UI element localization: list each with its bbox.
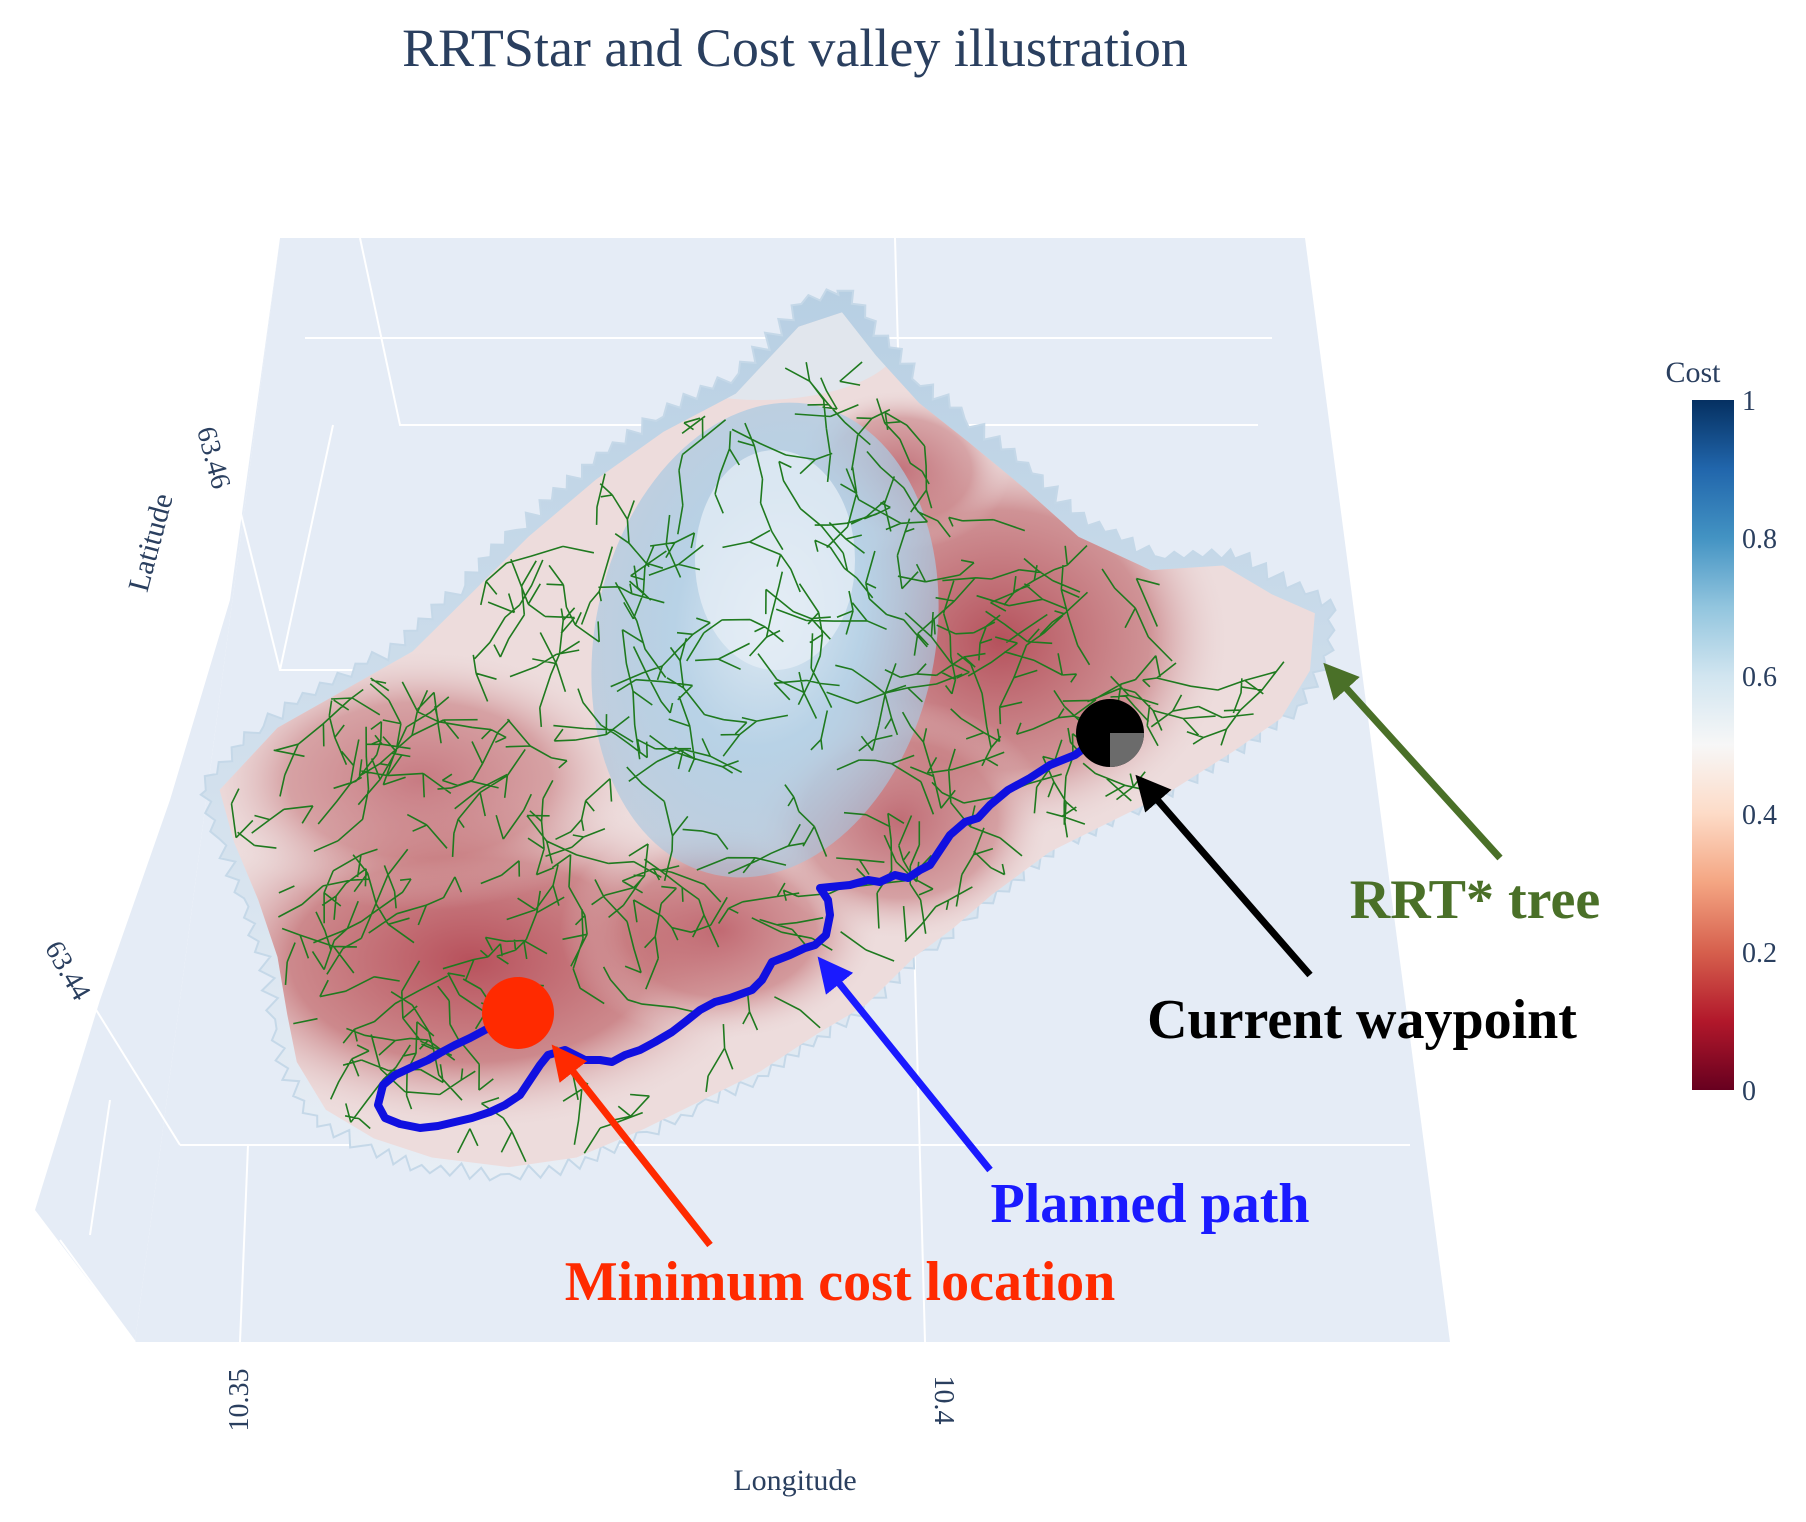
colorbar-tick-label: 0 xyxy=(1742,1076,1756,1107)
y-tick-63.44: 63.44 xyxy=(38,936,96,1006)
colorbar-tick-label: 0.2 xyxy=(1742,938,1777,969)
gridline-left-4 xyxy=(89,1099,111,1236)
x-tick-10.35: 10.35 xyxy=(224,1369,255,1432)
colorbar-tick-label: 0.6 xyxy=(1742,662,1777,693)
rrt-star-tree xyxy=(230,361,1285,1163)
rrt-tree-branches xyxy=(230,361,1285,1163)
x-axis-title: Longitude xyxy=(733,1464,856,1497)
min-cost-marker xyxy=(482,977,554,1049)
gridline-back-1 xyxy=(359,237,1258,426)
min-cost-arrow xyxy=(551,1044,713,1248)
y-axis-title: Latitude xyxy=(122,490,180,595)
central-hill-core xyxy=(695,450,855,670)
colorbar-gradient xyxy=(1692,400,1734,1090)
colorbar-ticks: 1 0.8 0.6 0.4 0.2 0 xyxy=(1742,386,1777,1107)
current-waypoint-arrow xyxy=(1135,774,1313,978)
gridline-left-2 xyxy=(89,999,181,1146)
gridline-lon-10.35 xyxy=(239,1144,249,1343)
annotation-rrt-tree: RRT* tree xyxy=(1350,869,1600,931)
annotation-planned-path: Planned path xyxy=(991,1173,1310,1235)
y-tick-63.46: 63.46 xyxy=(190,423,236,492)
annotation-min-cost: Minimum cost location xyxy=(565,1251,1116,1313)
current-waypoint-marker-shade xyxy=(1110,733,1144,767)
colorbar: Cost 1 0.8 0.6 0.4 0.2 0 xyxy=(1665,356,1777,1107)
colorbar-title: Cost xyxy=(1665,356,1721,389)
annotation-current-waypoint: Current waypoint xyxy=(1147,989,1577,1051)
gridline-left-1 xyxy=(209,389,281,671)
rrt-tree-arrow xyxy=(1323,662,1503,861)
colorbar-tick-label: 0.8 xyxy=(1742,524,1777,555)
colorbar-tick-label: 0.4 xyxy=(1742,800,1777,831)
planned-path-arrow xyxy=(817,956,993,1173)
chart-title: RRTStar and Cost valley illustration xyxy=(402,18,1188,78)
left-wall-pane xyxy=(35,238,280,1342)
planned-path-line xyxy=(374,736,1099,1132)
x-tick-10.4: 10.4 xyxy=(928,1376,959,1425)
gridline-left-3 xyxy=(59,1239,136,1343)
colorbar-tick-label: 1 xyxy=(1742,386,1756,417)
valley-left-upper xyxy=(219,650,640,910)
